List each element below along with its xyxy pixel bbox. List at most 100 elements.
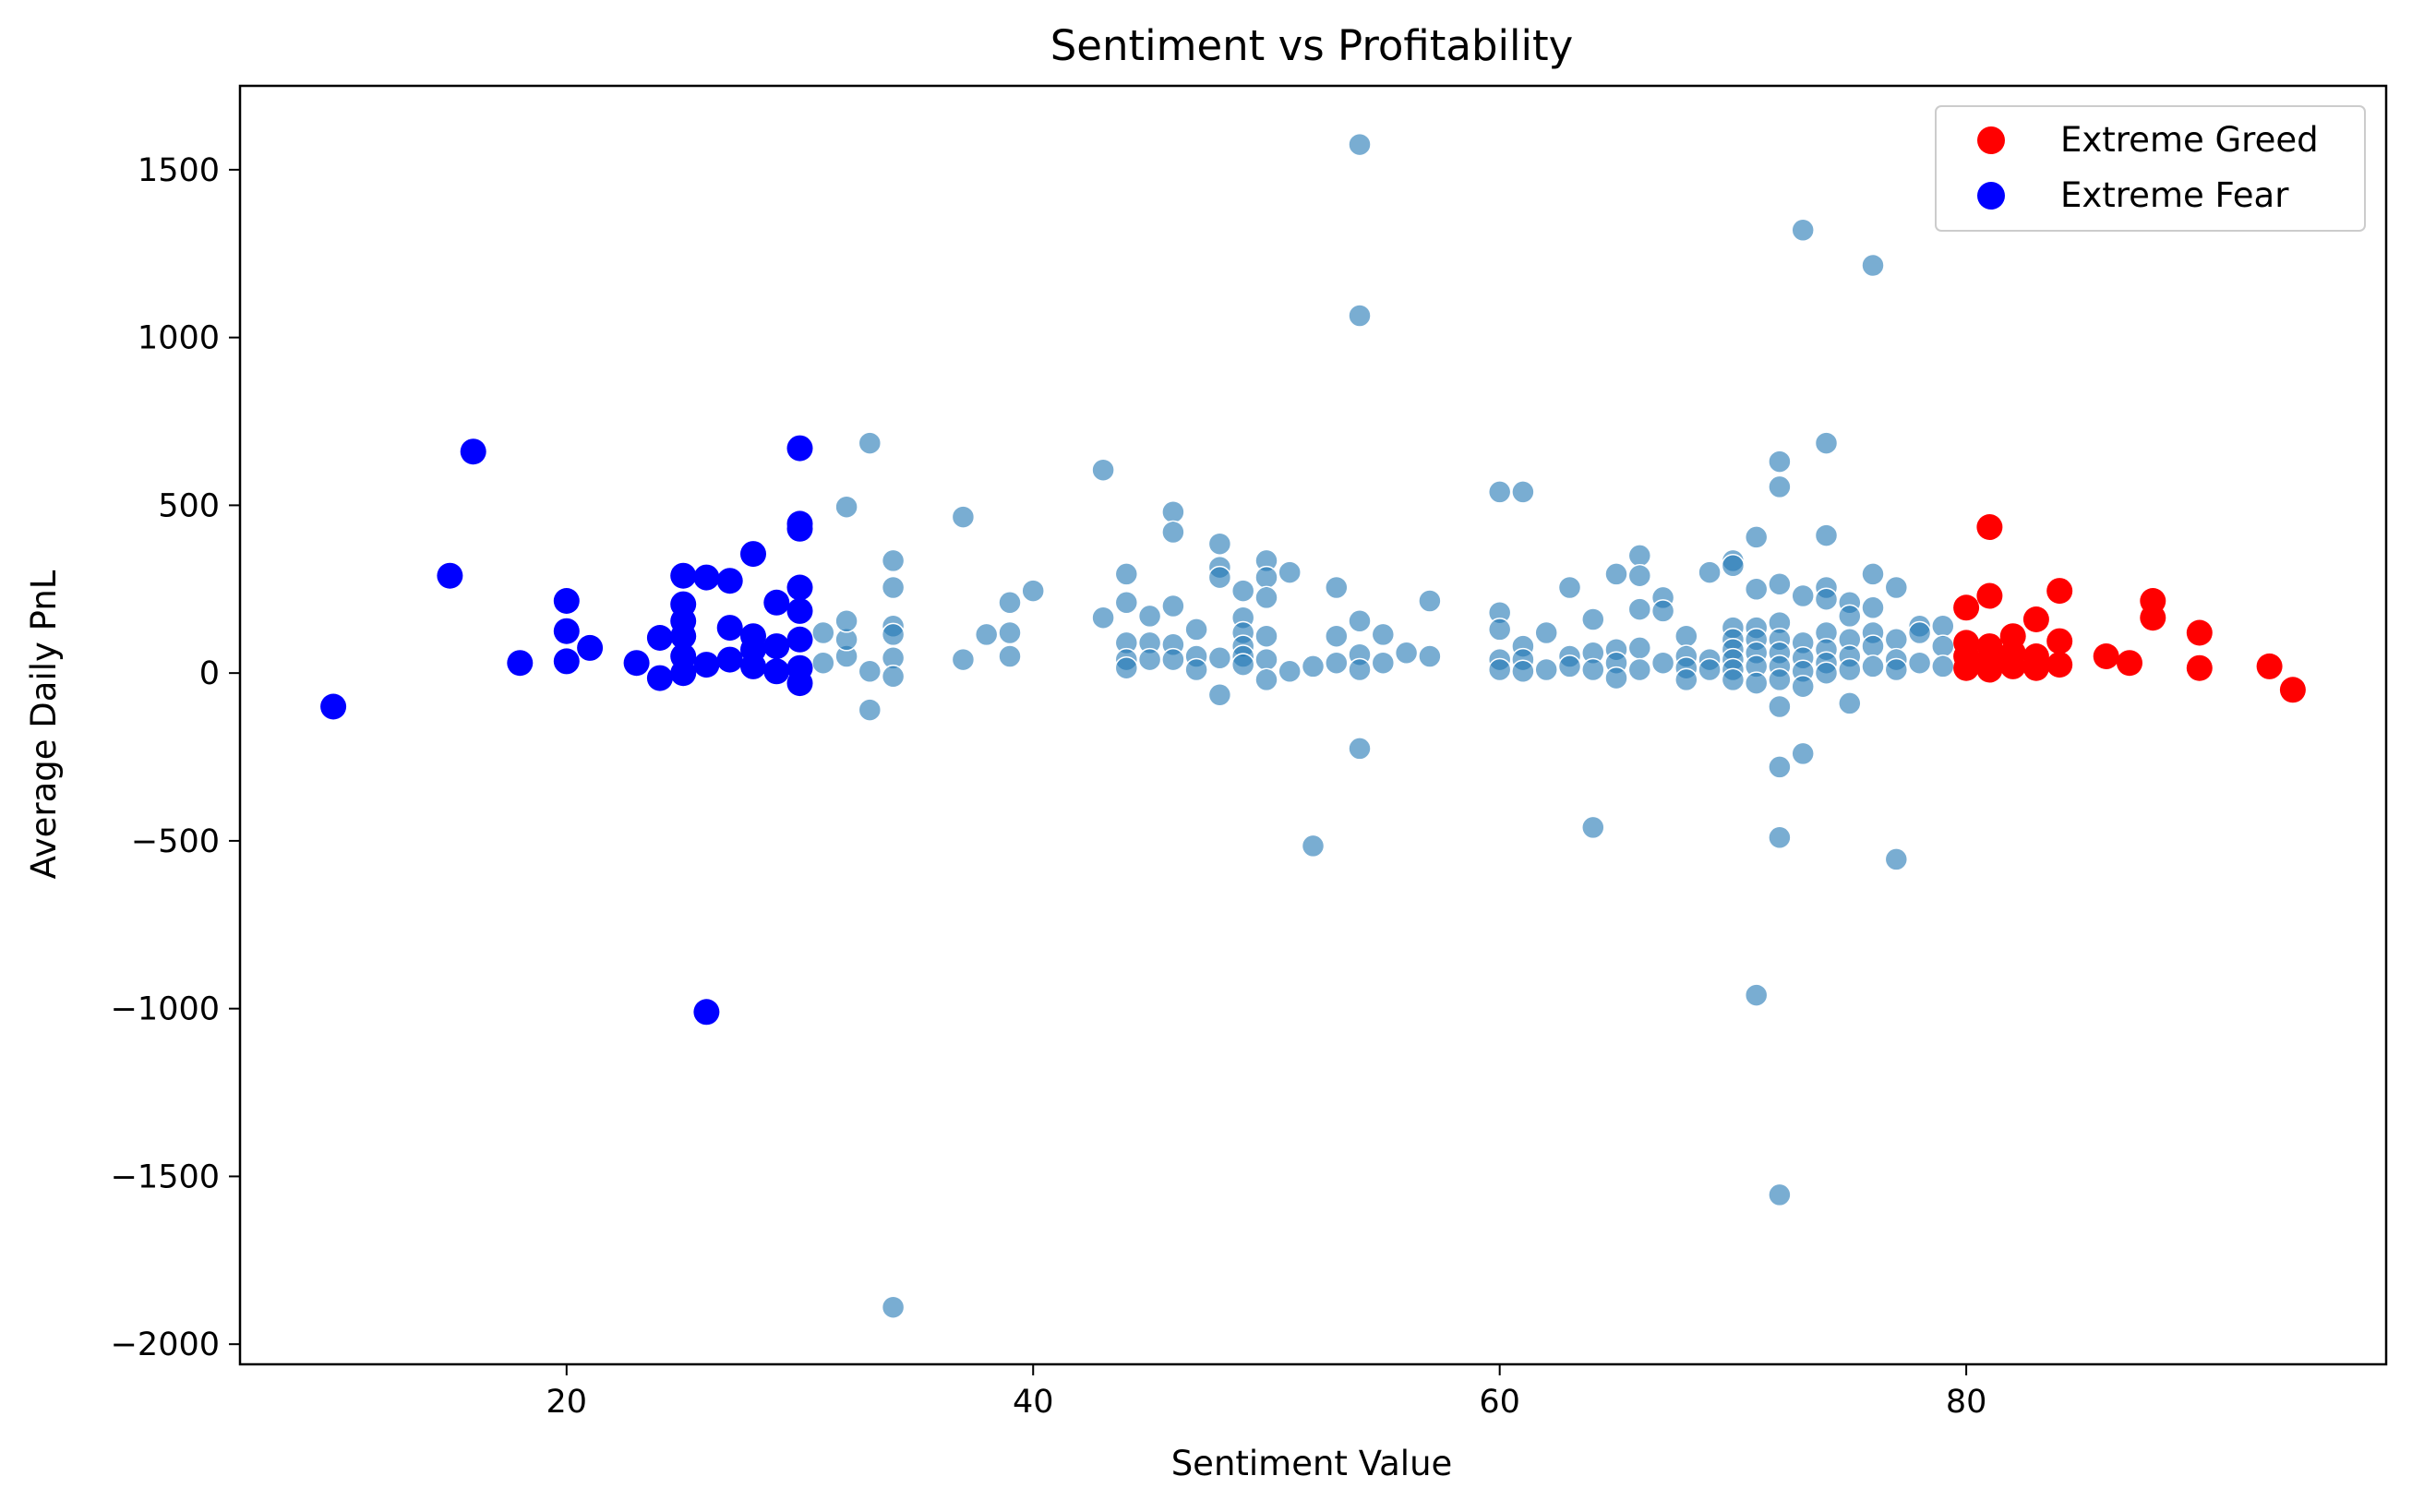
data-point	[1557, 575, 1582, 600]
data-point	[1674, 624, 1698, 648]
data-point	[1884, 847, 1909, 871]
data-point	[1768, 474, 1792, 499]
data-point-extreme-fear	[716, 646, 743, 673]
legend-box	[1935, 105, 2366, 232]
data-point-extreme-greed	[2186, 619, 2213, 646]
data-point	[1091, 458, 1115, 482]
chart-title: Sentiment vs Profitability	[1050, 21, 1574, 70]
data-point	[834, 495, 858, 519]
data-point-extreme-fear	[670, 623, 697, 650]
x-tick-label: 20	[546, 1384, 588, 1421]
data-point-extreme-fear	[740, 541, 766, 568]
data-point	[1627, 544, 1652, 568]
data-point	[1698, 657, 1722, 682]
y-tick-label: 1000	[138, 320, 220, 357]
y-tick-label: −1500	[111, 1158, 220, 1195]
data-point	[1371, 651, 1396, 675]
data-point	[1487, 480, 1512, 504]
data-point-extreme-fear	[693, 564, 720, 591]
y-tick-label: 0	[199, 655, 220, 692]
data-point	[1814, 431, 1839, 455]
data-point-extreme-greed	[2256, 653, 2283, 679]
data-point-extreme-fear	[623, 650, 650, 677]
data-point	[1394, 641, 1419, 666]
legend-marker-extreme-greed	[1977, 126, 2005, 154]
data-point-extreme-fear	[786, 597, 813, 624]
data-point	[1768, 825, 1792, 850]
data-point	[1838, 657, 1862, 682]
data-point	[1254, 667, 1278, 692]
data-point	[1091, 606, 1115, 630]
data-point	[1418, 589, 1442, 613]
data-point-extreme-fear	[460, 438, 486, 465]
data-point	[1581, 657, 1605, 682]
data-point	[1604, 666, 1628, 690]
data-point	[1604, 562, 1628, 586]
data-point-extreme-greed	[1976, 514, 2003, 540]
data-point	[1230, 653, 1255, 677]
data-point	[1861, 562, 1885, 586]
data-point	[1207, 646, 1232, 670]
legend: Extreme Greed Extreme Fear	[1935, 105, 2366, 232]
data-point	[1254, 585, 1278, 610]
data-point	[1861, 654, 1885, 678]
data-point	[1230, 579, 1255, 603]
data-point	[1278, 659, 1302, 684]
data-point-extreme-greed	[2022, 654, 2049, 681]
data-point-extreme-fear	[553, 618, 580, 644]
data-point-extreme-fear	[763, 658, 790, 685]
data-point	[1348, 609, 1372, 633]
data-point	[1814, 523, 1839, 547]
data-point-extreme-greed	[2140, 605, 2166, 631]
legend-marker-extreme-fear	[1977, 182, 2005, 210]
data-point	[1137, 647, 1162, 672]
data-point-extreme-greed	[2046, 628, 2073, 654]
data-point	[1557, 654, 1582, 678]
data-point	[1487, 618, 1512, 642]
data-point	[1768, 1182, 1792, 1207]
data-point-extreme-greed	[1976, 582, 2003, 609]
data-point	[1744, 577, 1769, 602]
data-point-extreme-fear	[553, 588, 580, 614]
data-point	[1791, 741, 1815, 766]
points-layer	[320, 132, 2306, 1319]
data-point	[1768, 450, 1792, 474]
data-point-extreme-fear	[507, 650, 534, 677]
data-point	[1325, 651, 1349, 675]
data-point-extreme-greed	[1953, 594, 1980, 621]
data-point	[1698, 560, 1722, 584]
data-point	[1627, 636, 1652, 660]
data-point	[1184, 618, 1208, 642]
data-point	[881, 622, 906, 647]
data-point	[1884, 657, 1909, 682]
data-point	[1768, 755, 1792, 779]
data-point-extreme-fear	[553, 648, 580, 675]
data-point	[1814, 661, 1839, 685]
y-axis-label: Average Daily PnL	[24, 570, 64, 879]
data-point	[1348, 737, 1372, 761]
data-point	[1907, 620, 1932, 645]
data-point	[1861, 634, 1885, 658]
data-point	[1325, 575, 1349, 600]
data-point	[1114, 562, 1139, 586]
data-point	[1581, 815, 1605, 840]
plot-frame	[238, 84, 2388, 1366]
data-point-extreme-fear	[320, 693, 347, 720]
data-point	[1791, 583, 1815, 608]
data-point	[1254, 565, 1278, 590]
data-point-extreme-fear	[740, 653, 766, 679]
data-point-extreme-fear	[646, 665, 673, 691]
data-point	[1511, 480, 1535, 504]
data-point-extreme-fear	[670, 660, 697, 687]
data-point	[1768, 694, 1792, 719]
data-point	[1207, 565, 1232, 590]
data-point-extreme-greed	[1999, 653, 2026, 679]
data-point	[1254, 624, 1278, 648]
y-tick-label: 500	[158, 487, 220, 524]
data-point-extreme-fear	[437, 562, 463, 589]
data-point-extreme-fear	[763, 589, 790, 616]
data-point	[811, 620, 835, 645]
data-point	[1581, 607, 1605, 631]
